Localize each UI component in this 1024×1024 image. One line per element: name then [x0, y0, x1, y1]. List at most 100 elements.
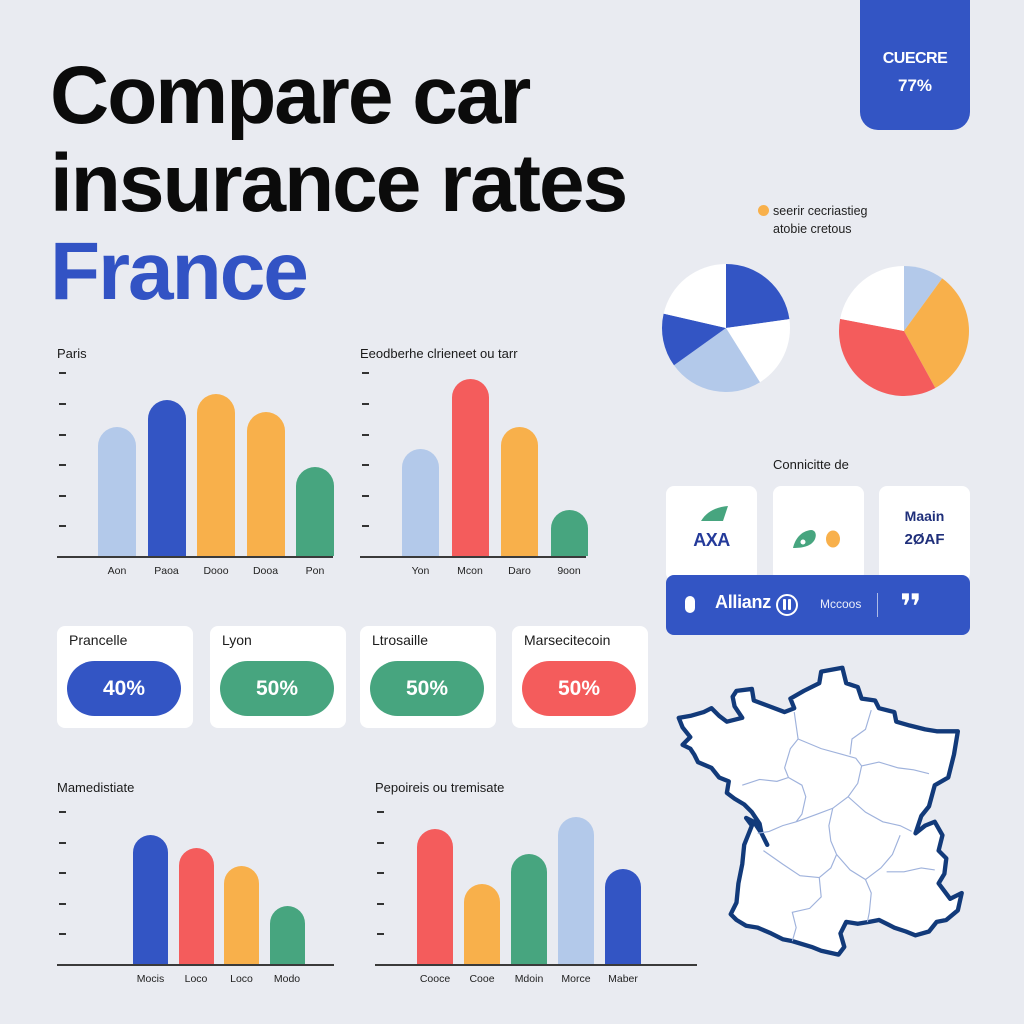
headline-line-1: Compare car — [50, 50, 531, 141]
y-axis-tick — [362, 464, 369, 467]
divider — [877, 593, 878, 617]
y-axis-tick — [377, 902, 384, 905]
x-axis-line — [360, 556, 586, 558]
bar[interactable] — [550, 510, 588, 556]
pie-slice[interactable] — [726, 319, 790, 383]
bar[interactable] — [178, 847, 214, 964]
pie-slice[interactable] — [663, 264, 726, 328]
bar[interactable] — [464, 884, 500, 964]
maaf-logo-line-1: Maain — [904, 508, 945, 524]
chart-1-title: Paris — [57, 346, 87, 361]
rate-cards: Prancelle 40% Lyon 50% Ltrosaille 50% Ma… — [57, 626, 657, 730]
rate-card-city: Ltrosaille — [372, 632, 429, 648]
bar[interactable] — [605, 869, 641, 964]
insurer-bar-allianz[interactable]: Allianz Mccoos ❜❜ — [666, 575, 970, 635]
chart-4-title: Pepoireis ou tremisate — [375, 780, 505, 795]
bar[interactable] — [246, 412, 285, 556]
axa-logo-text: AXA — [693, 530, 730, 550]
x-axis-label: Daro — [508, 565, 531, 577]
bar[interactable] — [269, 905, 305, 964]
rate-card-city: Lyon — [222, 632, 252, 648]
allianz-logo-text: Allianz — [715, 592, 771, 612]
france-outline — [676, 665, 964, 957]
x-axis-label: Paoa — [154, 565, 179, 577]
bar[interactable] — [147, 399, 186, 556]
bar[interactable] — [451, 378, 489, 556]
pie-slice[interactable] — [904, 266, 943, 331]
bar-chart-2: Yon Mcon Daro 9oon — [360, 370, 588, 577]
pie-slice[interactable] — [839, 318, 936, 396]
rate-card-pill: 40% — [67, 661, 181, 716]
chart-2-title: Eeodberhe clrieneet ou tarr — [360, 346, 518, 361]
maaf-logo-line-2: 2ØAF — [904, 531, 945, 548]
legend-line-1: seerir cecriastieg — [773, 204, 868, 218]
bar-chart-4: Cooce Cooe Mdoin Morce Maber — [375, 805, 697, 985]
bar[interactable] — [558, 817, 594, 964]
insurer-leaf-logo-icon — [793, 530, 840, 548]
stat-card-label: CUECRE — [882, 50, 948, 67]
headline: Compare car insurance rates France — [50, 50, 628, 316]
bar[interactable] — [402, 448, 439, 556]
x-axis-label: 9oon — [557, 565, 581, 577]
x-axis-label: Loco — [184, 973, 208, 985]
rate-card-pill: 50% — [370, 661, 484, 716]
insurers-title: Connicitte de — [773, 457, 849, 472]
bar[interactable] — [98, 427, 136, 556]
x-axis-line — [375, 964, 697, 966]
bar[interactable] — [197, 393, 235, 556]
stat-card-value: 77% — [897, 76, 933, 95]
y-axis-tick — [362, 372, 369, 375]
stat-card: CUECRE 77% — [860, 0, 970, 130]
x-axis-label: Mdoin — [514, 973, 544, 985]
pill-icon — [685, 596, 695, 613]
y-axis-tick — [59, 811, 66, 813]
rate-card-pill: 50% — [522, 661, 636, 716]
legend-dot-icon — [758, 205, 769, 216]
axa-swoosh-icon — [701, 506, 728, 521]
y-axis-tick — [59, 372, 66, 375]
rate-card[interactable]: Ltrosaille 50% — [360, 626, 496, 728]
x-axis-line — [57, 556, 333, 558]
rate-card[interactable]: Marsecitecoin 50% — [512, 626, 648, 728]
x-axis-label: Cooce — [419, 973, 451, 985]
y-axis-tick — [59, 403, 66, 405]
pie-chart-2 — [839, 266, 969, 396]
pie-slice[interactable] — [904, 278, 969, 388]
bar[interactable] — [511, 853, 547, 964]
x-axis-label: Cooe — [469, 973, 495, 985]
rate-card[interactable]: Prancelle 40% — [57, 626, 193, 728]
insurer-card-logo[interactable] — [773, 486, 864, 581]
allianz-logo-icon — [776, 594, 798, 616]
x-axis-label: Aon — [107, 565, 127, 577]
pie-slice[interactable] — [840, 266, 904, 331]
bar[interactable] — [417, 829, 453, 964]
x-axis-label: Mcon — [457, 565, 483, 577]
bar[interactable] — [133, 835, 168, 964]
rate-card[interactable]: Lyon 50% — [210, 626, 346, 728]
pie-slice[interactable] — [673, 328, 760, 392]
x-axis-label: Yon — [411, 565, 430, 577]
x-axis-label: Dooa — [252, 565, 279, 577]
y-axis-tick — [59, 494, 66, 497]
y-axis-tick — [59, 872, 66, 875]
headline-line-2: insurance rates — [50, 138, 628, 229]
region-borders — [742, 709, 935, 942]
bar[interactable] — [501, 427, 538, 556]
pie-slice[interactable] — [726, 264, 790, 328]
bar[interactable] — [224, 866, 259, 964]
y-axis-tick — [362, 433, 369, 436]
insurer-card-axa[interactable]: AXA — [666, 486, 757, 581]
x-axis-label: Maber — [608, 973, 638, 985]
y-axis-tick — [377, 811, 384, 813]
rate-card-pill: 50% — [220, 661, 334, 716]
y-axis-tick — [59, 525, 66, 528]
y-axis-tick — [377, 933, 384, 936]
x-axis-label: Mocis — [136, 973, 165, 985]
x-axis-label: Pon — [305, 565, 325, 577]
insurer-secondary-label: Mccoos — [820, 597, 862, 611]
y-axis-tick — [377, 872, 384, 875]
bar[interactable] — [296, 467, 334, 556]
rate-card-city: Marsecitecoin — [524, 632, 611, 648]
pie-slice[interactable] — [662, 313, 726, 366]
insurer-card-maaf[interactable]: Maain 2ØAF — [879, 486, 970, 581]
